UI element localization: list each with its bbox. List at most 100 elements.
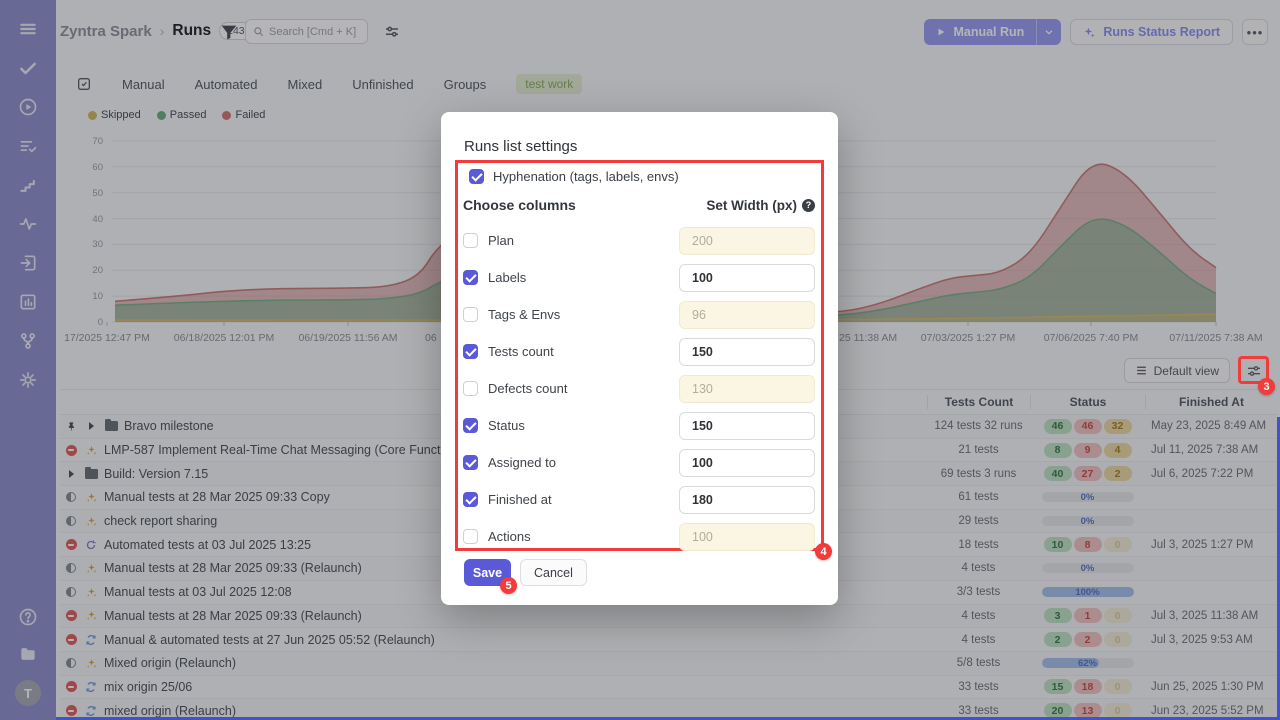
status-cell: 46 46 32 <box>1030 418 1145 434</box>
column-width-input[interactable] <box>679 374 815 403</box>
run-name[interactable]: Manual tests at 28 Mar 2025 09:33 Copy <box>60 490 927 504</box>
column-width-input[interactable] <box>679 448 815 477</box>
manual-run-button[interactable]: Manual Run <box>924 19 1062 45</box>
table-row[interactable]: Mixed origin (Relaunch) 5/8 tests 62% <box>60 651 1277 676</box>
x-axis-tick: 17/2025 12:47 PM <box>64 332 150 344</box>
col-header-finished-at[interactable]: Finished At <box>1145 395 1277 409</box>
sidebar: T <box>0 0 56 720</box>
folder-icon[interactable] <box>17 643 39 665</box>
runs-status-report-label: Runs Status Report <box>1103 25 1220 39</box>
gear-icon[interactable] <box>17 369 39 391</box>
col-header-status[interactable]: Status <box>1030 395 1145 409</box>
tab-manual[interactable]: Manual <box>122 76 165 92</box>
column-setting-row: Labels <box>463 259 815 296</box>
finished-at-cell: Jun 25, 2025 1:30 PM <box>1151 680 1264 693</box>
column-checkbox-plan[interactable] <box>463 233 478 248</box>
tab-automated[interactable]: Automated <box>194 76 258 92</box>
hyphenation-checkbox[interactable] <box>469 169 484 184</box>
help-icon[interactable]: ? <box>802 198 815 212</box>
manual-run-icon <box>84 443 98 457</box>
run-name[interactable]: Mixed origin (Relaunch) <box>60 656 927 670</box>
steps-icon[interactable] <box>17 174 39 196</box>
column-width-input[interactable] <box>679 337 815 366</box>
manual-run-icon <box>84 656 98 670</box>
column-checkbox-actions[interactable] <box>463 529 478 544</box>
play-circle-icon[interactable] <box>17 96 39 118</box>
filter-settings-icon[interactable] <box>383 23 401 41</box>
tests-count-cell: 29 tests <box>958 515 999 528</box>
column-checkbox-tests-count[interactable] <box>463 344 478 359</box>
filter-funnel-icon[interactable] <box>218 21 240 43</box>
table-row[interactable]: mixed origin (Relaunch) 33 tests 20 13 0 Jun … <box>60 699 1277 720</box>
skipped-count-pill: 2 <box>1103 466 1132 482</box>
user-avatar[interactable]: T <box>15 680 41 706</box>
status-inprogress-icon <box>64 514 78 528</box>
column-width-input[interactable] <box>679 522 815 551</box>
branch-icon[interactable] <box>17 330 39 352</box>
status-cell: 0% <box>1030 563 1145 574</box>
modal-title: Runs list settings <box>464 138 578 155</box>
breadcrumb-section[interactable]: Runs <box>172 22 212 39</box>
folder-icon <box>84 466 98 481</box>
y-axis-tick: 60 <box>92 161 103 173</box>
run-name[interactable]: check report sharing <box>60 514 927 528</box>
column-width-input[interactable] <box>679 300 815 329</box>
run-name[interactable]: Manual tests at 28 Mar 2025 09:33 (Relau… <box>60 609 927 623</box>
select-runs-icon[interactable] <box>76 76 92 92</box>
bar-chart-icon[interactable] <box>17 291 39 313</box>
column-width-input[interactable] <box>679 226 815 255</box>
failed-count-pill: 8 <box>1073 537 1102 553</box>
table-row[interactable]: mix origin 25/06 33 tests 15 18 0 Jun 25, 202… <box>60 676 1277 700</box>
default-view-button[interactable]: Default view <box>1123 358 1230 383</box>
breadcrumb-project[interactable]: Zyntra Spark <box>60 22 152 40</box>
vertical-scrollbar[interactable] <box>1277 417 1280 720</box>
help-circle-icon[interactable] <box>17 606 39 628</box>
runs-list-settings-icon[interactable] <box>1242 359 1266 383</box>
check-icon[interactable] <box>17 57 39 79</box>
column-setting-row: Tests count <box>463 333 815 370</box>
column-label: Actions <box>488 529 531 544</box>
run-name[interactable]: Build: Version 7.15 <box>60 466 927 481</box>
top-bar: Zyntra Spark › Runs 243 Manual Run <box>56 0 1280 62</box>
run-name[interactable]: Bravo milestone <box>60 419 927 433</box>
run-name[interactable]: mix origin 25/06 <box>60 680 927 694</box>
list-check-icon[interactable] <box>17 135 39 157</box>
tab-unfinished[interactable]: Unfinished <box>352 76 414 92</box>
run-name[interactable]: Automated tests at 03 Jul 2025 13:25 <box>60 538 927 552</box>
manual-run-dropdown[interactable] <box>1036 19 1061 45</box>
run-name[interactable]: Manual tests at 28 Mar 2025 09:33 (Relau… <box>60 561 927 575</box>
sign-in-icon[interactable] <box>17 252 39 274</box>
search-box[interactable] <box>245 19 368 44</box>
menu-icon[interactable] <box>17 18 39 40</box>
tab-mixed[interactable]: Mixed <box>287 76 323 92</box>
mixed-run-icon <box>84 704 98 718</box>
col-header-tests-count[interactable]: Tests Count <box>927 395 1030 409</box>
run-name[interactable]: Manual & automated tests at 27 Jun 2025 … <box>60 633 927 647</box>
finished-at-cell: Jul 6, 2025 7:22 PM <box>1151 467 1254 480</box>
table-row[interactable]: Manual & automated tests at 27 Jun 2025 … <box>60 628 1277 652</box>
column-checkbox-finished-at[interactable] <box>463 492 478 507</box>
horizontal-scrollbar[interactable] <box>56 717 1280 720</box>
run-name[interactable]: mixed origin (Relaunch) <box>60 704 927 718</box>
column-checkbox-assigned-to[interactable] <box>463 455 478 470</box>
status-inprogress-icon <box>64 585 78 599</box>
column-width-input[interactable] <box>679 411 815 440</box>
table-row[interactable]: Manual tests at 28 Mar 2025 09:33 (Relau… <box>60 604 1277 629</box>
column-checkbox-tags-envs[interactable] <box>463 307 478 322</box>
pulse-icon[interactable] <box>17 213 39 235</box>
runs-status-report-button[interactable]: Runs Status Report <box>1070 19 1233 45</box>
filter-tag-test-work[interactable]: test work <box>516 74 583 94</box>
column-checkbox-labels[interactable] <box>463 270 478 285</box>
cancel-button[interactable]: Cancel <box>520 559 587 586</box>
run-name[interactable]: LMP-587 Implement Real-Time Chat Messagi… <box>60 443 927 457</box>
search-input[interactable] <box>269 25 360 38</box>
run-name[interactable]: Manual tests at 03 Jul 2025 12:08 <box>60 585 927 599</box>
column-width-input[interactable] <box>679 263 815 292</box>
tab-groups[interactable]: Groups <box>443 76 487 92</box>
more-actions-button[interactable]: ••• <box>1242 19 1268 45</box>
hyphenation-row: Hyphenation (tags, labels, envs) <box>469 169 679 184</box>
column-checkbox-status[interactable] <box>463 418 478 433</box>
column-width-input[interactable] <box>679 485 815 514</box>
column-checkbox-defects-count[interactable] <box>463 381 478 396</box>
